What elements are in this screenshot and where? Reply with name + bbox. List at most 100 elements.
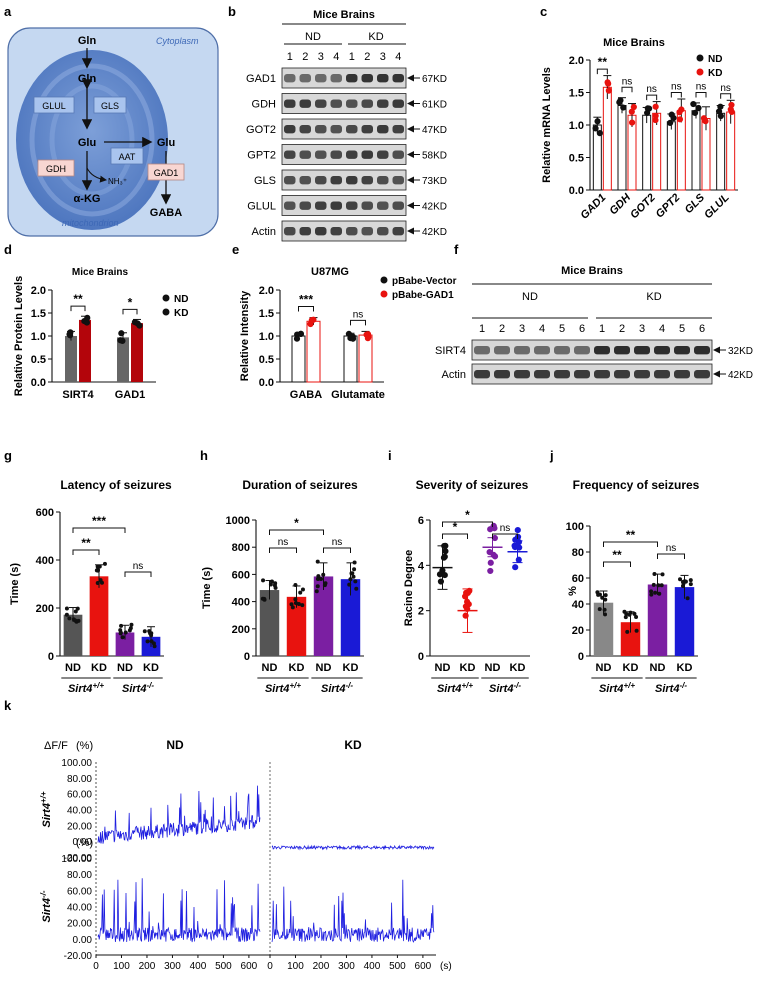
y-tick-label: 600 (36, 507, 54, 519)
data-point (351, 574, 356, 579)
sig-bracket (603, 561, 631, 567)
bar-nd (716, 112, 726, 191)
y-axis-label: % (567, 586, 579, 596)
blot-size-label: 58KD (422, 151, 447, 162)
blot-band (377, 125, 389, 134)
panel-letter-g: g (4, 448, 12, 463)
y-tick-label: 0.5 (259, 354, 274, 366)
legend-marker (380, 276, 388, 284)
data-point (261, 578, 266, 583)
bar-nd (642, 114, 652, 191)
blot-band (474, 346, 490, 355)
blot-band (315, 150, 327, 159)
data-point (649, 589, 654, 594)
sig-label: ns (720, 83, 731, 94)
data-point (688, 582, 693, 587)
blot-band (299, 99, 311, 108)
panel-letter-i: i (388, 448, 392, 463)
x-tick-label: 100 (287, 961, 304, 972)
blot-band (361, 176, 373, 185)
data-point (486, 548, 493, 556)
data-point (67, 616, 72, 621)
data-point (293, 600, 298, 605)
data-point (315, 584, 320, 589)
cytoplasm-label: Cytoplasm (156, 36, 199, 46)
blot-size-label: 42KD (422, 227, 447, 238)
y-tick-label: 40.00 (67, 806, 92, 817)
data-point (512, 543, 519, 551)
blot-band (377, 150, 389, 159)
data-point (293, 583, 298, 588)
group-label: Sirt4+/+ (265, 681, 301, 696)
sig-bracket (720, 93, 732, 99)
x-tick-label: ND (117, 662, 133, 674)
panel-f-blot: Mice Brains ND KD 1 2 3 4 5 6 1 2 3 4 5 6 SIRT4 32KD… (435, 265, 753, 385)
legend-marker (696, 54, 704, 62)
panel-letters: a b c d e f g h i j k (4, 4, 554, 713)
sig-label: ns (500, 523, 511, 534)
y-axis-label: Relative mRNA Levels (541, 67, 553, 183)
blot-strip (281, 220, 407, 242)
panel-letter-e: e (232, 242, 239, 257)
sig-label: ** (626, 528, 636, 542)
blot-band (654, 370, 670, 379)
blot-band (694, 370, 710, 379)
x-tick-label: 400 (364, 961, 381, 972)
y-tick-label: 400 (232, 597, 250, 609)
data-point (268, 582, 273, 587)
gln-top-label: Gln (78, 35, 97, 47)
y-tick-label: 1.0 (569, 120, 584, 132)
data-point (514, 526, 521, 534)
data-point (490, 522, 497, 530)
bar-kd (79, 319, 91, 382)
y-tick-label: 600 (232, 569, 250, 581)
bar (647, 584, 668, 656)
data-point (64, 606, 69, 611)
panel-letter-c: c (540, 4, 547, 19)
sig-bracket (442, 533, 468, 539)
bar-nd (691, 110, 701, 191)
data-point (289, 602, 294, 607)
sig-label: ** (81, 536, 91, 550)
blot-f-group-nd: ND (522, 291, 538, 303)
data-point (691, 109, 699, 116)
blot-band (361, 150, 373, 159)
x-tick-label: KD (677, 662, 693, 674)
y-tick-label: 2.0 (569, 55, 584, 67)
data-point (128, 626, 133, 631)
y-tick-label: 1.0 (31, 331, 46, 343)
blot-band (574, 370, 590, 379)
sig-label: ns (332, 537, 343, 548)
sig-bracket (603, 541, 658, 547)
bar (115, 632, 135, 656)
y-tick-label: 2.0 (31, 285, 46, 297)
x-tick-label: 300 (164, 961, 181, 972)
data-point (685, 596, 690, 601)
blot-row-label: Actin (442, 369, 466, 381)
y-tick-label: 0 (418, 651, 424, 663)
y-tick-label: 60 (572, 573, 584, 585)
data-point (273, 585, 278, 590)
lane-number: 1 (287, 51, 293, 63)
sig-bracket (323, 547, 351, 553)
data-point (603, 593, 608, 598)
y-axis-label: ΔF/F (44, 740, 68, 752)
bar-gad1 (306, 320, 321, 383)
gad1-enzyme (147, 163, 185, 181)
blot-band (594, 346, 610, 355)
y-axis-label: Racine Degree (403, 550, 415, 626)
data-point (260, 596, 265, 601)
x-tick-label: 0 (93, 961, 99, 972)
blot-band (315, 74, 327, 83)
data-point (442, 548, 449, 555)
lane-number: 3 (639, 323, 645, 335)
group-label: Sirt4+/+ (599, 681, 635, 696)
lane-number: 2 (499, 323, 505, 335)
blot-b-group-kd: KD (368, 31, 383, 43)
x-tick-label: ND (596, 662, 612, 674)
blot-band (494, 346, 510, 355)
data-point (117, 337, 124, 344)
sig-label: ns (278, 537, 289, 548)
gad1-enzyme-label: GAD1 (154, 168, 179, 178)
legend-label: pBabe-GAD1 (392, 290, 454, 301)
